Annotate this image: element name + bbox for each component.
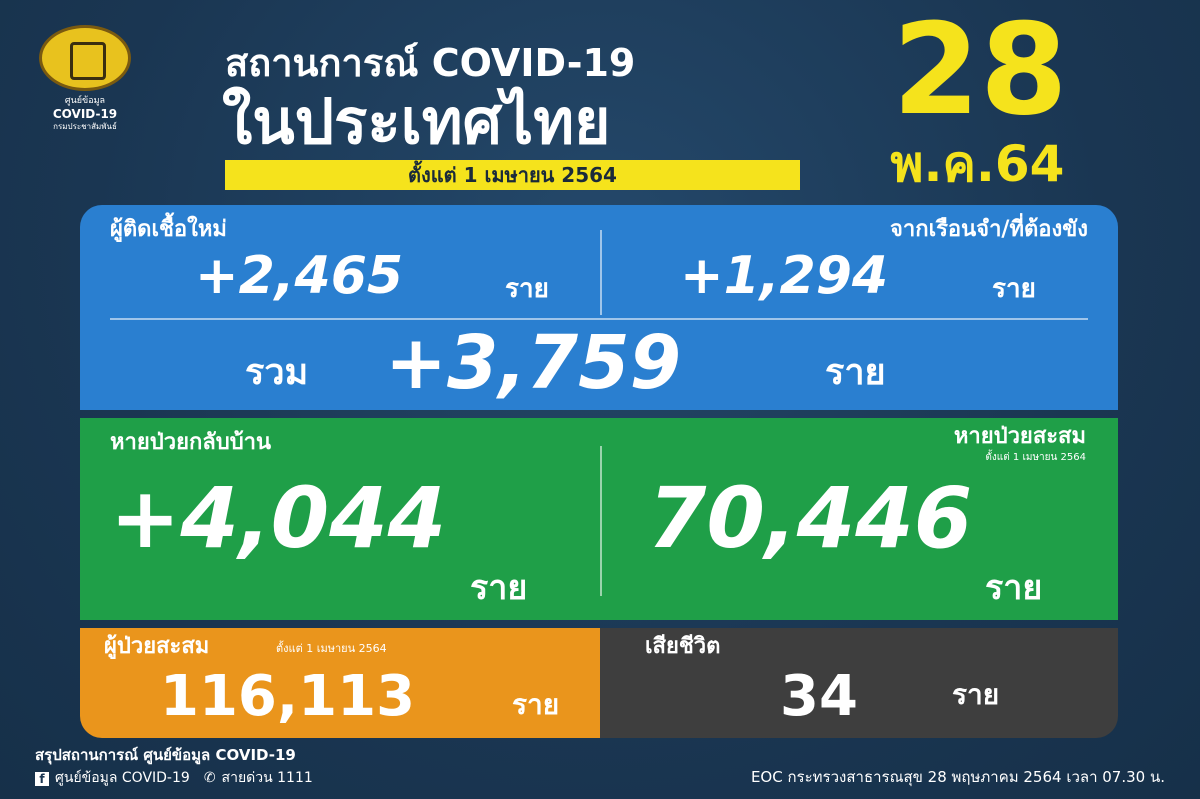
logo: ศูนย์ข้อมูล COVID-19 กรมประชาสัมพันธ์	[35, 25, 135, 132]
total-label: รวม	[245, 352, 309, 393]
date-day: 28	[892, 0, 1068, 143]
recovered-cum-value: 70,446	[648, 469, 973, 567]
cumulative-label: ผู้ป่วยสะสม	[104, 634, 210, 659]
new-cases-label: ผู้ติดเชื้อใหม่	[110, 217, 227, 242]
prison-cases-value: +1,294	[680, 246, 889, 306]
new-cases-value: +2,465	[195, 246, 404, 306]
total-unit: ราย	[825, 352, 886, 393]
total-value: +3,759	[385, 320, 682, 406]
recovered-cum-sub: ตั้งแต่ 1 เมษายน 2564	[985, 452, 1086, 463]
divider	[600, 230, 602, 315]
footer-contacts: f ศูนย์ข้อมูล COVID-19 ✆ สายด่วน 1111	[35, 770, 313, 787]
date-month-year: พ.ค.64	[890, 135, 1065, 193]
recovered-label: หายป่วยกลับบ้าน	[110, 430, 272, 455]
cumulative-unit: ราย	[512, 688, 560, 721]
deaths-label: เสียชีวิต	[645, 634, 721, 659]
logo-line2: COVID-19	[52, 107, 118, 121]
recovered-value: +4,044	[110, 469, 447, 567]
seal-emblem-icon	[39, 25, 131, 91]
logo-line3: กรมประชาสัมพันธ์	[53, 122, 117, 131]
facebook-icon: f	[35, 771, 49, 786]
recovered-unit: ราย	[470, 568, 528, 608]
prison-cases-label: จากเรือนจำ/ที่ต้องขัง	[890, 217, 1088, 242]
recovered-cum-unit: ราย	[985, 568, 1043, 608]
recovered-cum-label: หายป่วยสะสม	[953, 424, 1086, 449]
title-line1: สถานการณ์ COVID-19	[225, 41, 636, 85]
recovered-panel: หายป่วยกลับบ้าน +4,044 ราย หายป่วยสะสม ต…	[80, 418, 1118, 620]
new-cases-unit: ราย	[505, 274, 549, 304]
since-banner: ตั้งแต่ 1 เมษายน 2564	[225, 160, 800, 190]
divider	[110, 318, 1088, 320]
cumulative-sub: ตั้งแต่ 1 เมษายน 2564	[276, 642, 387, 655]
deaths-unit: ราย	[952, 678, 1000, 711]
title-line2: ในประเทศไทย	[222, 85, 611, 158]
phone-icon: ✆	[203, 770, 216, 786]
divider	[600, 446, 602, 596]
hotline: สายด่วน 1111	[221, 770, 313, 786]
cases-panel: ผู้ติดเชื้อใหม่ +2,465 ราย จากเรือนจำ/ที…	[80, 205, 1118, 410]
deaths-value: 34	[780, 664, 858, 729]
footer-source: EOC กระทรวงสาธารณสุข 28 พฤษภาคม 2564 เวล…	[750, 768, 1165, 786]
deaths-panel: เสียชีวิต 34 ราย	[600, 628, 1118, 738]
facebook-page: ศูนย์ข้อมูล COVID-19	[55, 770, 190, 786]
logo-line1: ศูนย์ข้อมูล	[64, 96, 106, 106]
cumulative-value: 116,113	[160, 664, 416, 729]
footer-summary: สรุปสถานการณ์ ศูนย์ข้อมูล COVID-19	[35, 746, 296, 764]
cumulative-panel: ผู้ป่วยสะสม ตั้งแต่ 1 เมษายน 2564 116,11…	[80, 628, 600, 738]
prison-cases-unit: ราย	[992, 274, 1036, 304]
